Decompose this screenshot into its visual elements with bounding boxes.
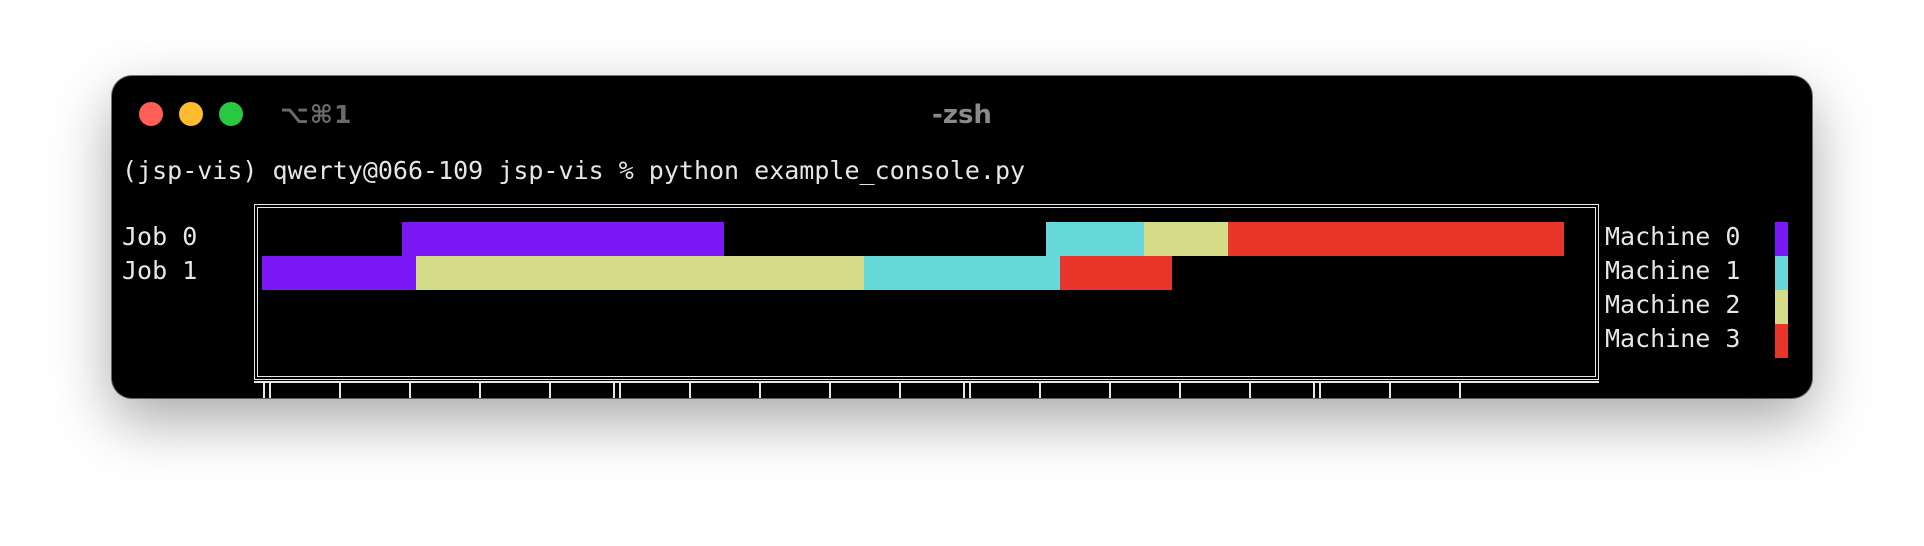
close-button[interactable] — [139, 102, 163, 126]
task-bar — [864, 256, 1060, 290]
legend-swatch — [1775, 290, 1788, 324]
task-bar — [1144, 222, 1228, 256]
task-bar — [402, 222, 724, 256]
job-label: Job 1 — [122, 256, 198, 285]
gantt-chart-frame — [254, 204, 1599, 380]
maximize-button[interactable] — [219, 102, 243, 126]
task-bar — [1046, 222, 1144, 256]
legend-label: Machine 3 — [1605, 324, 1741, 353]
task-bar — [1060, 256, 1172, 290]
time-axis — [254, 381, 1599, 398]
job-label: Job 0 — [122, 222, 198, 251]
window-title: -zsh — [932, 100, 992, 130]
minimize-button[interactable] — [179, 102, 203, 126]
legend-swatch — [1775, 222, 1788, 256]
legend-label: Machine 1 — [1605, 256, 1741, 285]
task-bar — [416, 256, 864, 290]
task-bar — [1228, 222, 1564, 256]
terminal-window: ⌥⌘1 -zsh (jsp-vis) qwerty@066-109 jsp-vi… — [112, 76, 1812, 398]
window-shortcut: ⌥⌘1 — [280, 100, 353, 129]
legend-label: Machine 0 — [1605, 222, 1741, 251]
prompt-line: (jsp-vis) qwerty@066-109 jsp-vis % pytho… — [122, 156, 1026, 185]
task-bar — [262, 256, 416, 290]
legend-label: Machine 2 — [1605, 290, 1741, 319]
legend-swatch — [1775, 256, 1788, 290]
title-bar: ⌥⌘1 -zsh — [112, 76, 1812, 152]
legend-swatch — [1775, 324, 1788, 358]
